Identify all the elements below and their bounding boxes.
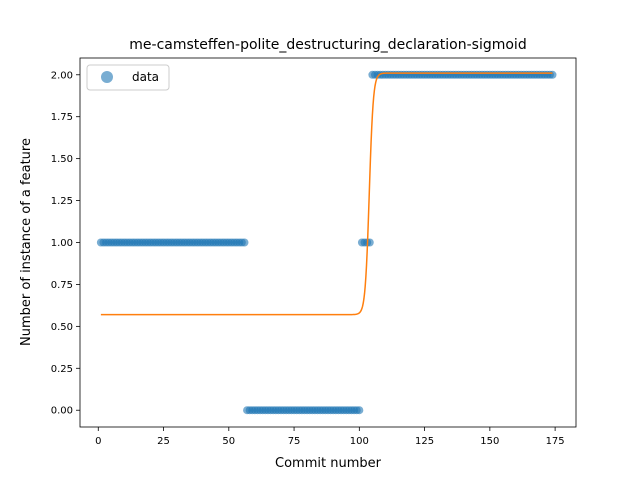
x-tick-label: 25 [157, 436, 170, 447]
x-tick-label: 150 [480, 436, 499, 447]
y-tick-label: 1.50 [51, 154, 73, 165]
x-tick-label: 100 [350, 436, 369, 447]
fit-line [100, 72, 553, 316]
data-point [548, 70, 557, 79]
x-tick-label: 125 [415, 436, 434, 447]
y-tick-label: 1.75 [51, 112, 73, 123]
x-tick-label: 75 [288, 436, 301, 447]
x-tick-label: 175 [546, 436, 565, 447]
y-tick-label: 0.25 [51, 364, 73, 375]
y-axis: 0.00 0.25 0.50 0.75 1.00 1.25 1.50 1.75 2.00 [51, 70, 80, 417]
legend-label-data: data [132, 70, 159, 84]
y-axis-label: Number of instance of a feature [19, 138, 34, 346]
y-tick-label: 1.25 [51, 196, 73, 207]
y-tick-label: 1.00 [51, 238, 73, 249]
x-axis-label: Commit number [275, 456, 382, 471]
chart-title: me-camsteffen-polite_destructuring_decla… [129, 37, 526, 53]
y-tick-label: 0.50 [51, 322, 73, 333]
data-point [240, 238, 249, 247]
legend: data [86, 64, 170, 91]
y-tick-label: 2.00 [51, 70, 73, 81]
legend-marker [101, 71, 113, 83]
data-point [355, 406, 364, 415]
sigmoid-fit-line [100, 72, 553, 316]
x-axis: 0 25 50 75 100 125 150 175 [95, 427, 565, 447]
data-points [96, 70, 557, 415]
y-tick-label: 0.00 [51, 406, 73, 417]
y-tick-label: 0.75 [51, 280, 73, 291]
x-tick-label: 0 [95, 436, 101, 447]
x-tick-label: 50 [222, 436, 235, 447]
